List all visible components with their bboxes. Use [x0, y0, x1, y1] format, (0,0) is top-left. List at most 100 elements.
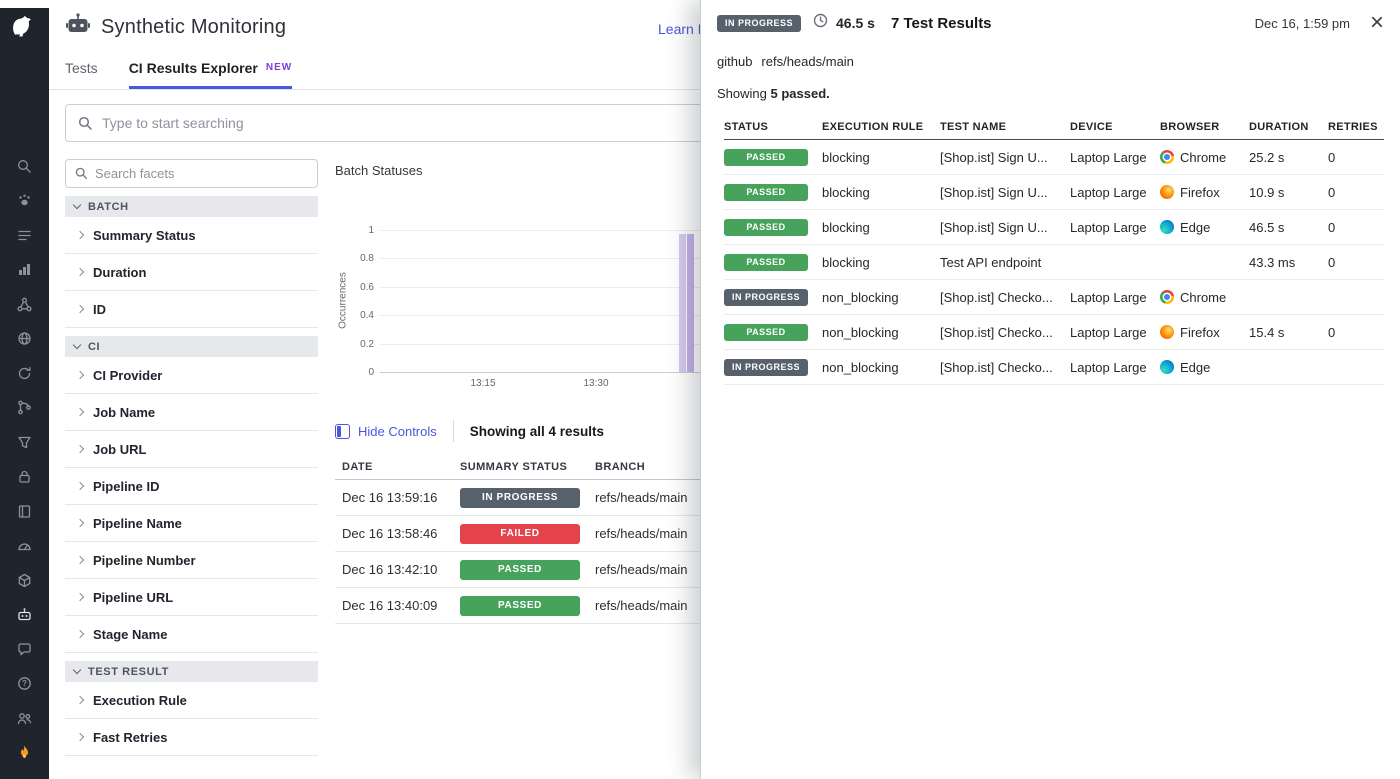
facet-job-name[interactable]: Job Name	[65, 394, 318, 431]
test-result-row[interactable]: PASSED blocking [Shop.ist] Sign U... Lap…	[724, 210, 1384, 245]
clock-icon	[813, 13, 828, 33]
batch-duration: 46.5 s	[836, 15, 875, 31]
help-icon[interactable]: ?	[15, 674, 35, 694]
nav-icon-list: ?	[0, 156, 49, 763]
batch-branch: refs/heads/main	[595, 598, 688, 613]
panel-collapse-icon	[335, 423, 350, 439]
status-badge: IN PROGRESS	[724, 288, 808, 306]
execution-rule: non_blocking	[822, 324, 899, 340]
batch-status-badge: IN PROGRESS	[717, 14, 801, 32]
browser: Chrome	[1160, 150, 1249, 165]
test-result-row[interactable]: PASSED blocking Test API endpoint 43.3 m…	[724, 245, 1384, 280]
batch-date: Dec 16 13:58:46	[342, 526, 438, 541]
events-icon[interactable]	[15, 225, 35, 245]
y-tick: 0.6	[360, 282, 374, 293]
chevron-right-icon	[75, 481, 85, 491]
facet-pipeline-number[interactable]: Pipeline Number	[65, 542, 318, 579]
batch-details-panel: IN PROGRESS 46.5 s 7 Test Results Dec 16…	[700, 0, 1400, 779]
edge-icon	[1160, 360, 1174, 374]
bits-ai-flame-icon[interactable]	[15, 743, 35, 763]
chevron-down-icon	[72, 200, 82, 210]
column-header-test-name[interactable]: TEST NAME	[940, 121, 1007, 133]
column-header-summary-status[interactable]: SUMMARY STATUS	[460, 461, 568, 473]
column-header-browser[interactable]: BROWSER	[1160, 121, 1220, 133]
synthetics-icon[interactable]	[15, 605, 35, 625]
facet-execution-rule[interactable]: Execution Rule	[65, 682, 318, 719]
edge-icon	[1160, 220, 1174, 234]
facet-group-test-result[interactable]: TEST RESULT	[65, 661, 318, 682]
pipelines-icon[interactable]	[15, 398, 35, 418]
test-result-row[interactable]: PASSED non_blocking [Shop.ist] Checko...…	[724, 315, 1384, 350]
security-icon[interactable]	[15, 467, 35, 487]
y-axis-label: Occurrences	[337, 272, 349, 329]
hide-controls-button[interactable]: Hide Controls	[335, 423, 437, 439]
batch-timestamp: Dec 16, 1:59 pm	[1254, 15, 1350, 31]
facet-group-ci[interactable]: CI	[65, 336, 318, 357]
chat-icon[interactable]	[15, 639, 35, 659]
facet-pipeline-url[interactable]: Pipeline URL	[65, 579, 318, 616]
chart-bar[interactable]	[679, 234, 686, 372]
search-icon	[74, 166, 89, 186]
device: Laptop Large	[1070, 289, 1147, 305]
metrics-icon[interactable]	[15, 329, 35, 349]
chart-bar[interactable]	[687, 234, 694, 372]
execution-rule: blocking	[822, 149, 870, 165]
status-badge: IN PROGRESS	[724, 358, 808, 376]
tab-ci-results-explorer[interactable]: CI Results Explorer NEW	[128, 47, 293, 89]
duration: 46.5 s	[1249, 219, 1285, 235]
facet-group-batch[interactable]: BATCH	[65, 196, 318, 217]
status-badge: PASSED	[460, 559, 580, 580]
facet-stage-name[interactable]: Stage Name	[65, 616, 318, 653]
execution-rule: blocking	[822, 219, 870, 235]
search-icon	[77, 115, 94, 137]
column-header-status[interactable]: STATUS	[724, 121, 769, 133]
column-header-branch[interactable]: BRANCH	[595, 461, 646, 473]
facet-pipeline-id[interactable]: Pipeline ID	[65, 468, 318, 505]
facet-duration[interactable]: Duration	[65, 254, 318, 291]
test-result-row[interactable]: IN PROGRESS non_blocking [Shop.ist] Chec…	[724, 350, 1384, 385]
test-result-row[interactable]: PASSED blocking [Shop.ist] Sign U... Lap…	[724, 140, 1384, 175]
chrome-icon	[1160, 150, 1174, 164]
test-name: [Shop.ist] Sign U...	[940, 184, 1048, 200]
column-header-device[interactable]: DEVICE	[1070, 121, 1113, 133]
chevron-right-icon	[75, 230, 85, 240]
facet-id[interactable]: ID	[65, 291, 318, 328]
retries: 0	[1328, 219, 1336, 235]
notebooks-icon[interactable]	[15, 501, 35, 521]
test-name: [Shop.ist] Sign U...	[940, 149, 1048, 165]
monitors-icon[interactable]	[15, 294, 35, 314]
batch-date: Dec 16 13:40:09	[342, 598, 438, 613]
watchdog-icon[interactable]	[15, 191, 35, 211]
chart-title: Batch Statuses	[335, 163, 423, 178]
controls-row: Hide Controls Showing all 4 results	[335, 418, 1400, 444]
facet-ci-provider[interactable]: CI Provider	[65, 357, 318, 394]
dashboards-icon[interactable]	[15, 260, 35, 280]
facet-search-input[interactable]	[66, 160, 317, 187]
close-icon[interactable]: ×	[1369, 9, 1384, 36]
facet-pipeline-name[interactable]: Pipeline Name	[65, 505, 318, 542]
retries: 0	[1328, 149, 1336, 165]
test-result-row[interactable]: IN PROGRESS non_blocking [Shop.ist] Chec…	[724, 280, 1384, 315]
column-header-date[interactable]: DATE	[342, 461, 373, 473]
logs-icon[interactable]	[15, 432, 35, 452]
panel-header: IN PROGRESS 46.5 s 7 Test Results Dec 16…	[717, 9, 1384, 36]
organization-icon[interactable]	[15, 708, 35, 728]
search-icon[interactable]	[15, 156, 35, 176]
table-header-row: STATUS EXECUTION RULE TEST NAME DEVICE B…	[724, 116, 1384, 140]
column-header-duration[interactable]: DURATION	[1249, 121, 1309, 133]
facet-fast-retries[interactable]: Fast Retries	[65, 719, 318, 756]
status-badge: PASSED	[724, 323, 808, 341]
tab-tests[interactable]: Tests	[65, 59, 98, 76]
test-result-row[interactable]: PASSED blocking [Shop.ist] Sign U... Lap…	[724, 175, 1384, 210]
software-catalog-icon[interactable]	[15, 570, 35, 590]
column-header-execution-rule[interactable]: EXECUTION RULE	[822, 121, 924, 133]
ci-provider-label: github	[717, 54, 753, 69]
browser: Edge	[1160, 360, 1249, 375]
gauge-icon[interactable]	[15, 536, 35, 556]
column-header-retries[interactable]: RETRIES	[1328, 121, 1378, 133]
datadog-logo[interactable]	[9, 11, 40, 42]
facet-summary-status[interactable]: Summary Status	[65, 217, 318, 254]
facet-job-url[interactable]: Job URL	[65, 431, 318, 468]
apm-icon[interactable]	[15, 363, 35, 383]
